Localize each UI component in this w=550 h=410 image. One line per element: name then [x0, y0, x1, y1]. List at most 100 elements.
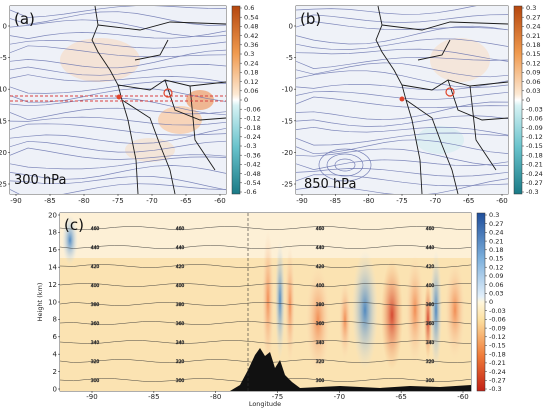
colorbar-tick-label: 0.3 [526, 4, 536, 12]
contour-label: 360 [176, 321, 185, 327]
colorbar-tick-label: 0.54 [244, 13, 258, 21]
y-tick-label: -20 [0, 149, 7, 157]
y-tick-label: -5 [286, 54, 293, 62]
y-tick-label: -20 [282, 149, 293, 157]
panel-b-level-label: 850 hPa [304, 177, 356, 192]
colorbar-tick-label: 0.09 [526, 69, 540, 77]
colorbar-tick-label: -0.3 [244, 142, 257, 150]
y-tick-label: 16 [48, 246, 57, 254]
colorbar-tick-label: 0 [244, 96, 248, 104]
x-tick-label: -65 [395, 393, 406, 401]
y-tick-label: 0 [289, 23, 293, 31]
colorbar-tick-label: 0.3 [489, 211, 499, 219]
panel-c-field: 460 460 460 460 440 440 440 440 420 420 420 420 400 4… [60, 213, 471, 391]
contour-label: 420 [176, 264, 185, 270]
colorbar-tick-label: -0.15 [526, 142, 543, 150]
y-tick-label: 14 [48, 264, 57, 272]
panel-b-streamlines [296, 6, 508, 194]
contour-label: 440 [91, 245, 100, 251]
contour-label: 380 [176, 302, 185, 308]
y-tick-label: 18 [48, 229, 57, 237]
panel-a-tag: (a) [14, 10, 35, 28]
y-tick-label: 0 [3, 23, 7, 31]
y-tick-label: 6 [53, 333, 58, 341]
contour-label: 440 [176, 245, 185, 251]
contour-label: 360 [426, 321, 435, 327]
colorbar-tick-label: -0.12 [526, 133, 543, 141]
colorbar-tick-label: -0.54 [244, 179, 261, 187]
colorbar-tick-label: -0.3 [489, 385, 502, 393]
contour-label: 440 [426, 245, 435, 251]
panel-a-axes: -90 -85 -80 -75 -70 -65 -60 0 -5 -10 -15 -20 -25 [0, 23, 226, 206]
contour-label: 440 [316, 245, 325, 251]
contour-label: 300 [426, 378, 435, 384]
x-tick-label: -65 [463, 197, 474, 205]
x-tick-label: -85 [44, 197, 55, 205]
contour-label: 340 [91, 340, 100, 346]
colorbar-tick-label: -0.6 [244, 188, 257, 196]
x-tick-label: -80 [210, 393, 221, 401]
panel-c-xlabel: Longitude [249, 400, 281, 408]
panel-b-colorbar-ticks: 0.30.27 0.240.210.180.150.12 0.090.060.030… [522, 4, 543, 196]
x-tick-label: -85 [148, 393, 159, 401]
colorbar-tick-label: 0.27 [526, 13, 540, 21]
panel-b-field [296, 6, 508, 194]
panel-b: (b) 850 hPa -90 -85 -80 -75 -70 -65 -600-5-10-… [282, 4, 543, 205]
panel-c-isentropes: 460 460 460 460 440 440 440 440 420 420 420 420 400 4… [60, 226, 471, 384]
x-tick-label: -60 [496, 197, 507, 205]
colorbar-tick-label: 0.03 [526, 87, 540, 95]
colorbar-tick-label: -0.18 [244, 124, 261, 132]
panel-c-colorbar [476, 212, 486, 392]
panel-a-field [10, 6, 226, 194]
x-tick-label: -75 [396, 197, 407, 205]
colorbar-tick-label: -0.09 [526, 124, 543, 132]
colorbar-tick-label: 0.03 [489, 290, 503, 298]
colorbar-tick-label: 0.15 [526, 50, 540, 58]
contour-label: 420 [316, 264, 325, 270]
colorbar-tick-label: -0.48 [244, 170, 261, 178]
x-tick-label: -90 [296, 197, 307, 205]
contour-label: 420 [426, 264, 435, 270]
colorbar-tick-label: -0.06 [244, 105, 261, 113]
x-tick-label: -80 [363, 197, 374, 205]
colorbar-tick-label: 0 [526, 96, 530, 104]
colorbar-tick-label: 0.06 [489, 281, 503, 289]
contour-label: 400 [316, 283, 325, 289]
y-tick-label: -25 [0, 181, 7, 189]
colorbar-tick-label: -0.06 [489, 316, 506, 324]
colorbar-tick-label: 0.24 [244, 59, 258, 67]
colorbar-tick-label: 0.12 [489, 263, 503, 271]
y-tick-label: 8 [53, 316, 57, 324]
colorbar-tick-label: 0.06 [244, 87, 258, 95]
x-tick-label: -90 [10, 197, 21, 205]
contour-label: 300 [91, 378, 100, 384]
contour-label: 300 [176, 378, 185, 384]
contour-label: 460 [316, 226, 325, 232]
x-tick-label: -70 [146, 197, 157, 205]
contour-label: 320 [91, 359, 100, 365]
panel-a-colorbar [231, 5, 241, 195]
colorbar-tick-label: -0.27 [526, 179, 543, 187]
y-tick-label: 12 [48, 281, 57, 289]
colorbar-tick-label: 0.18 [489, 246, 503, 254]
colorbar-tick-label: 0.36 [244, 41, 258, 49]
contour-label: 320 [316, 359, 325, 365]
y-tick-label: -25 [282, 181, 293, 189]
contour-label: 400 [91, 283, 100, 289]
colorbar-tick-label: 0.15 [489, 255, 503, 263]
colorbar-tick-label: 0.24 [489, 229, 503, 237]
y-tick-label: 0 [53, 385, 57, 393]
contour-label: 360 [316, 321, 325, 327]
contour-label: 360 [91, 321, 100, 327]
colorbar-tick-label: 0.12 [244, 78, 258, 86]
y-tick-label: 20 [48, 211, 57, 219]
colorbar-tick-label: 0.27 [489, 220, 503, 228]
colorbar-tick-label: -0.3 [526, 188, 539, 196]
y-tick-label: 4 [53, 351, 58, 359]
colorbar-tick-label: 0 [489, 298, 493, 306]
panel-b-colorbar [513, 5, 523, 195]
contour-label: 420 [91, 264, 100, 270]
